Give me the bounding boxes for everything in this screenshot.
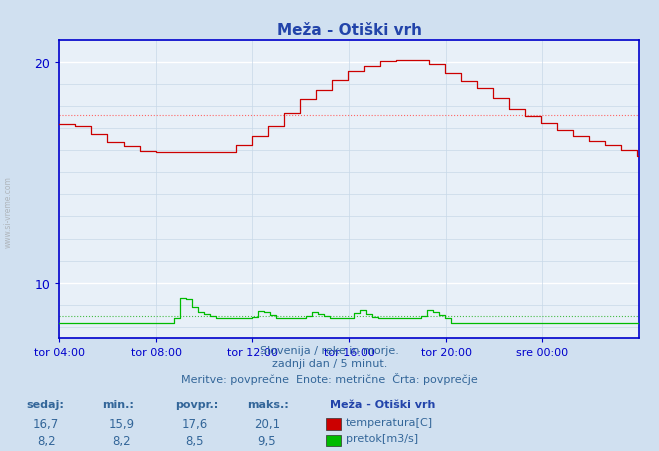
Text: 20,1: 20,1: [254, 417, 280, 430]
Text: povpr.:: povpr.:: [175, 399, 218, 409]
Text: 17,6: 17,6: [181, 417, 208, 430]
Text: 8,5: 8,5: [185, 434, 204, 447]
Text: 15,9: 15,9: [109, 417, 135, 430]
Text: 8,2: 8,2: [113, 434, 131, 447]
Text: min.:: min.:: [102, 399, 134, 409]
Text: Meža - Otiški vrh: Meža - Otiški vrh: [330, 399, 435, 409]
Title: Meža - Otiški vrh: Meža - Otiški vrh: [277, 23, 422, 38]
Text: zadnji dan / 5 minut.: zadnji dan / 5 minut.: [272, 359, 387, 368]
Text: 9,5: 9,5: [258, 434, 276, 447]
Text: Meritve: povprečne  Enote: metrične  Črta: povprečje: Meritve: povprečne Enote: metrične Črta:…: [181, 372, 478, 384]
Text: 8,2: 8,2: [37, 434, 55, 447]
Text: pretok[m3/s]: pretok[m3/s]: [346, 433, 418, 443]
Text: temperatura[C]: temperatura[C]: [346, 417, 433, 427]
Text: www.si-vreme.com: www.si-vreme.com: [4, 176, 13, 248]
Text: sedaj:: sedaj:: [26, 399, 64, 409]
Text: Slovenija / reke in morje.: Slovenija / reke in morje.: [260, 345, 399, 355]
Text: 16,7: 16,7: [33, 417, 59, 430]
Text: maks.:: maks.:: [247, 399, 289, 409]
